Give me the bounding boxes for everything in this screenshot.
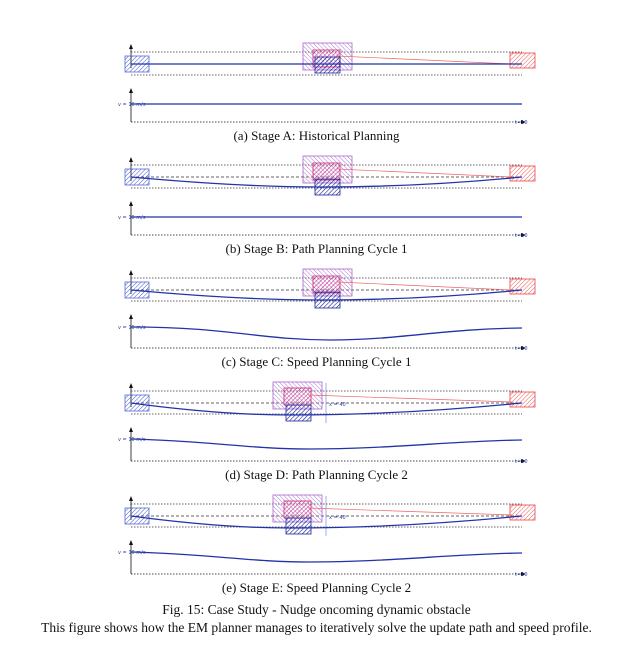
position-marker-label: x = 40 xyxy=(329,515,346,521)
speed-label: v = 10 m/s xyxy=(118,102,146,108)
subfigure-b: v = 10 m/s t=10 (b) Stage B: Path Planni… xyxy=(0,153,633,268)
target-vehicle xyxy=(509,52,536,69)
path-y-arrow xyxy=(129,496,133,501)
speed-profile xyxy=(130,326,523,341)
obstacle-projection xyxy=(285,517,312,535)
stage-d-plot: x = 40 v = 10 m/s t=10 xyxy=(118,381,536,465)
speed-x-arrow xyxy=(521,459,526,463)
stage-a-plot: v = 10 m/s t=10 xyxy=(118,42,536,126)
path-plot xyxy=(124,42,536,76)
time-axis-label: t=10 xyxy=(515,459,528,465)
path-y-arrow xyxy=(129,44,133,49)
time-axis-label: t=10 xyxy=(515,572,528,578)
speed-x-arrow xyxy=(521,120,526,124)
path-plot xyxy=(124,155,536,196)
obstacle-trajectory xyxy=(307,507,513,516)
subcaption-d: (d) Stage D: Path Planning Cycle 2 xyxy=(225,467,408,482)
speed-profile xyxy=(130,438,523,450)
speed-y-arrow xyxy=(129,201,133,206)
speed-label: v = 10 m/s xyxy=(118,550,146,556)
speed-x-arrow xyxy=(521,346,526,350)
subfigure-a: v = 10 m/s t=10 (a) Stage A: Historical … xyxy=(0,40,633,155)
time-axis-label: t=10 xyxy=(515,233,528,239)
obstacle-trajectory xyxy=(307,394,513,403)
speed-y-arrow xyxy=(129,88,133,93)
target-vehicle xyxy=(509,391,536,408)
dynamic-obstacle xyxy=(312,162,341,181)
planned-path xyxy=(130,515,523,529)
path-y-arrow xyxy=(129,157,133,162)
figure-description: This figure shows how the EM planner man… xyxy=(41,620,592,635)
subcaption-c: (c) Stage C: Speed Planning Cycle 1 xyxy=(221,354,412,369)
obstacle-projection xyxy=(314,56,341,74)
path-plot: x = 40 xyxy=(124,494,536,536)
figure-caption: Fig. 15: Case Study - Nudge oncoming dyn… xyxy=(162,602,471,617)
stage-e-plot: x = 40 v = 10 m/s t=10 xyxy=(118,494,536,578)
speed-plot: v = 10 m/s t=10 xyxy=(118,88,528,126)
target-vehicle xyxy=(509,278,536,295)
time-axis-label: t=10 xyxy=(515,120,528,126)
stage-c-plot: v = 10 m/s t=10 xyxy=(118,268,536,352)
subfigure-c: v = 10 m/s t=10 (c) Stage C: Speed Plann… xyxy=(0,266,633,381)
dynamic-obstacle xyxy=(283,500,312,519)
dynamic-obstacle xyxy=(283,387,312,406)
speed-y-arrow xyxy=(129,427,133,432)
stage-b-plot: v = 10 m/s t=10 xyxy=(118,155,536,239)
position-marker-label: x = 40 xyxy=(329,402,346,408)
dynamic-obstacle xyxy=(312,275,341,294)
speed-plot: v = 10 m/s t=10 xyxy=(118,314,528,352)
speed-profile xyxy=(130,551,523,563)
time-axis-label: t=10 xyxy=(515,346,528,352)
speed-label: v = 10 m/s xyxy=(118,215,146,221)
subfigure-d: x = 40 v = 10 m/s t=10 (d) Stage D: Path… xyxy=(0,379,633,494)
planned-path xyxy=(130,289,523,301)
speed-plot: v = 10 m/s t=10 xyxy=(118,201,528,239)
target-vehicle xyxy=(509,165,536,182)
speed-x-arrow xyxy=(521,572,526,576)
path-plot: x = 40 xyxy=(124,381,536,423)
obstacle-trajectory xyxy=(336,55,513,65)
obstacle-trajectory xyxy=(336,168,513,178)
speed-label: v = 10 m/s xyxy=(118,325,146,331)
path-plot xyxy=(124,268,536,309)
path-y-arrow xyxy=(129,383,133,388)
speed-label: v = 10 m/s xyxy=(118,437,146,443)
subcaption-b: (b) Stage B: Path Planning Cycle 1 xyxy=(225,241,408,256)
path-y-arrow xyxy=(129,270,133,275)
ego-vehicle xyxy=(124,394,150,412)
planned-path xyxy=(130,176,523,188)
speed-x-arrow xyxy=(521,233,526,237)
subcaption-e: (e) Stage E: Speed Planning Cycle 2 xyxy=(221,580,412,595)
speed-plot: v = 10 m/s t=10 xyxy=(118,427,528,465)
obstacle-projection xyxy=(285,404,312,422)
speed-y-arrow xyxy=(129,314,133,319)
target-vehicle xyxy=(509,504,536,521)
subfigure-e: x = 40 v = 10 m/s t=10 (e) Stage E: Spee… xyxy=(0,492,633,607)
subcaption-a: (a) Stage A: Historical Planning xyxy=(233,128,400,143)
ego-vehicle xyxy=(124,507,150,525)
speed-y-arrow xyxy=(129,540,133,545)
planned-path xyxy=(130,402,523,416)
speed-plot: v = 10 m/s t=10 xyxy=(118,540,528,578)
obstacle-trajectory xyxy=(336,281,513,291)
